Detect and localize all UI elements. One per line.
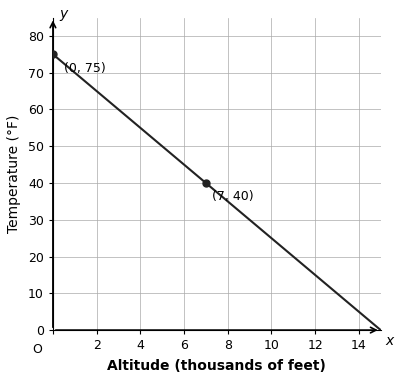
Text: x: x bbox=[385, 334, 393, 348]
X-axis label: Altitude (thousands of feet): Altitude (thousands of feet) bbox=[107, 359, 326, 373]
Text: (0, 75): (0, 75) bbox=[64, 62, 106, 74]
Text: (7, 40): (7, 40) bbox=[212, 190, 254, 203]
Text: y: y bbox=[60, 7, 68, 21]
Text: O: O bbox=[32, 343, 42, 356]
Y-axis label: Temperature (°F): Temperature (°F) bbox=[7, 115, 21, 233]
